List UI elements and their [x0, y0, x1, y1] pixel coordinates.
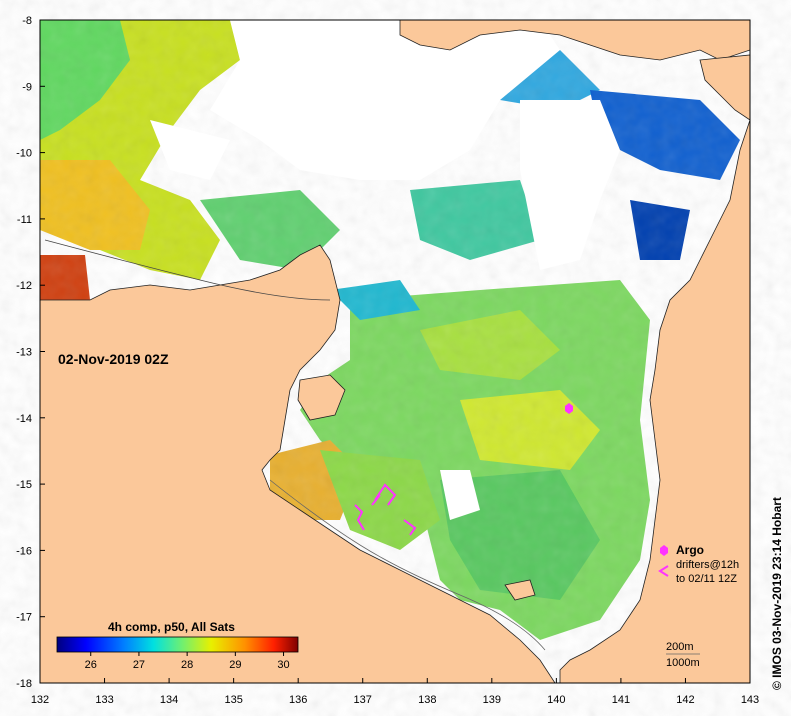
land-cape-york: [559, 119, 751, 684]
depth-200-label: 200m: [666, 641, 694, 653]
x-tick-label: 142: [676, 694, 694, 706]
credit-text: © IMOS 03-Nov-2019 23:14 Hobart: [770, 497, 784, 690]
x-tick-label: 133: [95, 694, 113, 706]
x-tick-label: 137: [354, 694, 372, 706]
drifter-tracks: [354, 483, 417, 536]
island-mornington: [504, 579, 536, 601]
cloud-mask: [150, 20, 620, 520]
drifters-legend-sub: to 02/11 12Z: [676, 573, 737, 585]
land-north: [399, 19, 751, 61]
x-tick-label: 143: [741, 694, 759, 706]
colorbar-tick-label: 26: [85, 659, 97, 671]
depth-1000-label: 1000m: [666, 657, 700, 669]
contour-200m: [269, 479, 546, 651]
x-tick-label: 134: [160, 694, 178, 706]
y-tick-label: -17: [16, 612, 32, 624]
x-tick-label: 140: [547, 694, 565, 706]
x-tick-label: 135: [224, 694, 242, 706]
island-groote: [297, 374, 346, 421]
land-arnhem: [39, 244, 556, 684]
colorbar-tick-label: 28: [181, 659, 193, 671]
y-axis: -8 -9 -10 -11 -12 -13 -14 -15 -16 -17 -18: [16, 15, 45, 690]
colorbar-tick-label: 30: [277, 659, 289, 671]
y-tick-label: -11: [17, 214, 32, 226]
y-tick-label: -18: [16, 678, 32, 690]
y-tick-label: -9: [22, 81, 32, 93]
drifter-legend-icon: [658, 565, 669, 577]
drifters-legend-label: drifters@12h: [676, 559, 739, 571]
x-tick-label: 136: [289, 694, 307, 706]
composite-label: 4h comp, p50, All Sats: [108, 620, 235, 634]
argo-float-marker[interactable]: [565, 403, 573, 414]
drifter-track: [354, 504, 365, 531]
legend: Argo drifters@12h to 02/11 12Z 200m 1000…: [658, 543, 739, 669]
drifter-track: [371, 494, 381, 506]
y-tick-label: -14: [16, 413, 32, 425]
y-tick-label: -13: [16, 347, 32, 359]
colorbar: [56, 636, 299, 653]
drifter-track: [403, 519, 417, 536]
x-tick-label: 138: [418, 694, 436, 706]
y-tick-label: -8: [22, 15, 32, 27]
x-tick-label: 141: [612, 694, 630, 706]
colorbar-tick-label: 27: [133, 659, 145, 671]
y-tick-label: -16: [16, 545, 32, 557]
drifter-track: [374, 483, 397, 506]
map-date-label: 02-Nov-2019 02Z: [58, 351, 169, 367]
argo-legend-label: Argo: [676, 543, 704, 557]
y-tick-label: -12: [16, 280, 32, 292]
contour-1000m: [44, 239, 331, 301]
x-tick-label: 132: [31, 694, 49, 706]
y-tick-label: -10: [16, 148, 32, 160]
y-tick-label: -15: [16, 479, 32, 491]
argo-legend-icon: [660, 545, 668, 556]
colorbar-ticks: 26 27 28 29 30: [85, 652, 290, 671]
colorbar-tick-label: 29: [229, 659, 241, 671]
x-axis: 132 133 134 135 136 137 138 139 140 141 142 143: [31, 678, 759, 706]
x-tick-label: 139: [483, 694, 501, 706]
